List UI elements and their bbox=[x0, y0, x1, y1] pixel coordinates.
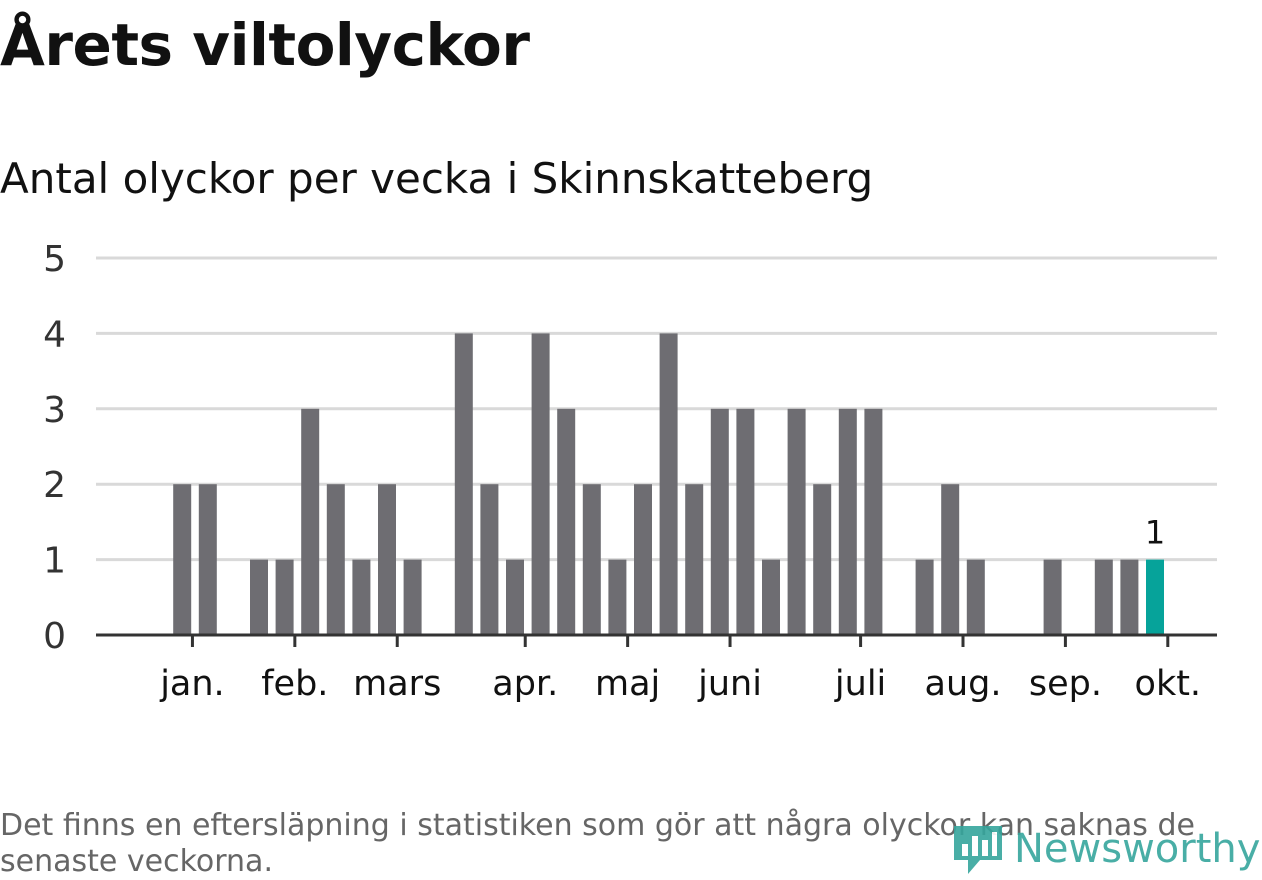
bar-week-7 bbox=[275, 559, 294, 635]
x-axis-ticks: jan. feb. mars apr. maj juni juli aug. sep. okt. bbox=[159, 635, 1201, 704]
x-tick-label: okt. bbox=[1135, 664, 1202, 704]
bar-week-33 bbox=[941, 484, 960, 635]
bar-week-12 bbox=[403, 559, 422, 635]
bar-week-3 bbox=[173, 484, 192, 635]
bar-week-32 bbox=[915, 559, 934, 635]
bar-week-22 bbox=[659, 333, 678, 635]
x-tick-label: feb. bbox=[261, 664, 328, 704]
bar-week-41 bbox=[1146, 559, 1164, 635]
bar-week-15 bbox=[480, 484, 499, 635]
bar-week-9 bbox=[326, 484, 345, 635]
y-tick-label: 2 bbox=[43, 465, 66, 506]
bar-week-34 bbox=[966, 559, 985, 635]
bar-week-40 bbox=[1120, 559, 1139, 635]
bar-week-39 bbox=[1094, 559, 1113, 635]
bar-week-6 bbox=[250, 559, 268, 635]
bar-week-19 bbox=[582, 484, 601, 635]
grid-lines bbox=[96, 256, 1217, 562]
bar-week-8 bbox=[301, 408, 320, 635]
bar-week-37 bbox=[1043, 559, 1062, 635]
x-tick-label: maj bbox=[595, 664, 660, 704]
x-tick-label: juli bbox=[834, 664, 886, 704]
x-tick-label: aug. bbox=[925, 664, 1002, 704]
brand-logo: Newsworthy bbox=[950, 818, 1262, 879]
bar-week-11 bbox=[378, 484, 396, 635]
x-tick-label: mars bbox=[353, 664, 441, 704]
x-tick-label: jan. bbox=[159, 664, 224, 704]
bar-week-23 bbox=[685, 484, 704, 635]
bar-week-27 bbox=[787, 408, 806, 635]
bar-week-14 bbox=[454, 333, 473, 635]
bar-week-16 bbox=[506, 559, 524, 635]
y-tick-label: 4 bbox=[43, 314, 66, 355]
y-axis-ticks: 0 1 2 3 4 5 bbox=[43, 239, 66, 657]
y-tick-label: 0 bbox=[43, 616, 66, 657]
y-tick-label: 5 bbox=[43, 239, 66, 280]
y-tick-label: 3 bbox=[43, 390, 66, 431]
bar-week-26 bbox=[762, 559, 780, 635]
data-labels: 1 bbox=[1145, 514, 1165, 552]
bar-week-18 bbox=[557, 408, 576, 635]
x-tick-label: sep. bbox=[1029, 664, 1102, 704]
bar-week-24 bbox=[710, 408, 729, 635]
bar-week-17 bbox=[531, 333, 550, 635]
chart-subtitle: Antal olyckor per vecka i Skinnskatteber… bbox=[0, 154, 874, 203]
bar-week-21 bbox=[634, 484, 652, 635]
x-tick-label: apr. bbox=[492, 664, 558, 704]
bar-week-28 bbox=[813, 484, 832, 635]
data-label-latest: 1 bbox=[1145, 514, 1165, 552]
bar-chart: 0 1 2 3 4 5 jan. feb. mars apr. maj juni juli aug. se… bbox=[43, 239, 1217, 704]
newsworthy-logo-icon bbox=[954, 825, 1002, 874]
bar-week-4 bbox=[198, 484, 217, 635]
bar-week-25 bbox=[736, 408, 755, 635]
bars bbox=[173, 333, 1164, 635]
bar-week-29 bbox=[838, 408, 857, 635]
bar-week-20 bbox=[608, 559, 627, 635]
y-tick-label: 1 bbox=[43, 541, 66, 582]
bar-week-10 bbox=[352, 559, 371, 635]
x-tick-label: juni bbox=[697, 664, 762, 704]
page-title: Årets viltolyckor bbox=[0, 11, 530, 79]
bar-week-30 bbox=[864, 408, 883, 635]
brand-name: Newsworthy bbox=[1014, 825, 1261, 872]
